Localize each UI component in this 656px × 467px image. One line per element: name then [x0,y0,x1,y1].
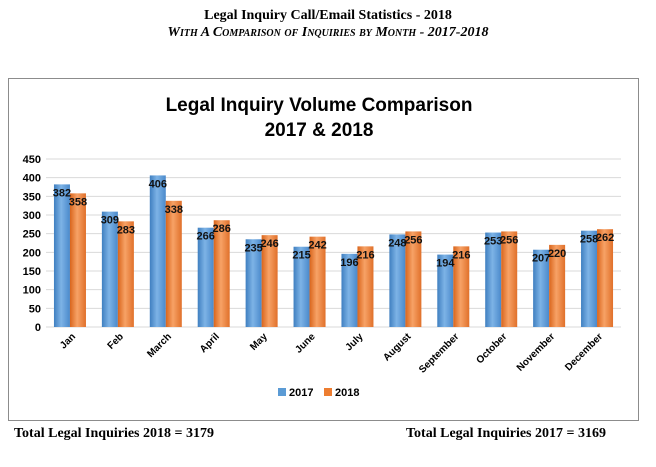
data-label-2017-april: 266 [197,231,215,243]
y-tick-label: 50 [29,303,41,315]
bar-2018-april [213,220,230,327]
y-tick-label: 350 [23,191,41,203]
y-tick-label: 200 [23,247,41,259]
bars [53,175,614,327]
bar-2018-march [165,200,182,327]
chart-title: Legal Inquiry Volume Comparison [166,95,473,116]
bar-2018-august [405,231,422,327]
data-label-2017-july: 196 [340,257,358,269]
bar-2017-may [245,239,262,327]
bar-2017-june [293,246,310,327]
x-tick-label: June [293,331,318,356]
data-label-2017-november: 207 [532,253,550,265]
data-label-2018-jan: 358 [69,196,87,208]
data-label-2017-october: 253 [484,236,502,248]
legend-swatch-2018 [324,388,332,396]
x-tick-label: Jan [58,331,78,351]
data-label-2017-march: 406 [149,178,167,190]
x-tick-label: May [248,331,270,353]
data-label-2017-september: 194 [436,258,455,270]
bar-2018-feb [117,221,134,327]
bar-2017-july [341,253,358,327]
data-label-2018-november: 220 [548,248,566,260]
bar-2018-december [597,229,614,327]
data-label-2018-october: 256 [500,234,518,246]
y-axis: 0 50 100 150 200 250 300 350 400 450 [23,154,41,334]
total-2017: Total Legal Inquiries 2017 = 3169 [406,426,606,441]
bar-2018-september [453,246,470,327]
x-tick-label: November [515,331,557,373]
x-tick-label: April [198,331,222,355]
y-tick-label: 100 [23,285,41,297]
x-tick-label: December [563,331,605,373]
bar-2018-jan [69,193,86,327]
data-label-2017-december: 258 [580,234,598,246]
bar-2018-may [261,235,278,327]
legend-swatch-2017 [278,388,286,396]
bar-2017-november [533,249,550,327]
y-tick-label: 250 [23,229,41,241]
data-label-2017-jan: 382 [53,187,71,199]
x-axis: Jan Feb March April May June July August Septemb… [58,331,605,376]
bar-2017-april [197,227,214,327]
gridlines [46,158,621,328]
x-tick-label: August [381,331,414,364]
bar-2018-november [549,244,566,327]
x-tick-label: September [417,331,461,375]
data-label-2018-feb: 283 [117,224,135,236]
data-label-2018-august: 256 [404,234,422,246]
chart-subtitle: 2017 & 2018 [265,120,374,141]
bar-2017-october [485,232,502,327]
bar-2017-feb [101,211,118,327]
bar-2018-june [309,236,326,327]
document-subtitle: With A Comparison of Inquiries by Month … [167,25,489,40]
data-label-2018-april: 286 [213,223,231,235]
bar-2017-september [437,254,454,327]
data-labels: 3823583092834063382662862352462152421962… [53,178,614,269]
data-label-2018-june: 242 [308,240,326,252]
data-label-2017-june: 215 [292,250,310,262]
legend-label-2017: 2017 [289,387,313,399]
bar-chart: Legal Inquiry Volume Comparison 2017 & 2… [23,95,621,399]
x-tick-label: October [474,331,509,366]
x-tick-label: July [344,331,366,353]
y-tick-label: 300 [23,210,41,222]
bar-2017-august [389,234,406,327]
data-label-2017-august: 248 [388,237,406,249]
bar-2017-march [149,175,166,327]
bar-2017-jan [53,184,70,327]
legend: 2017 2018 [278,387,359,399]
y-tick-label: 0 [35,322,41,334]
bar-2017-december [581,230,598,327]
bar-2018-october [501,231,518,327]
data-label-2018-september: 216 [452,249,470,261]
bar-2018-july [357,246,374,327]
data-label-2018-march: 338 [165,204,183,216]
y-tick-label: 150 [23,266,41,278]
data-label-2017-feb: 309 [101,215,119,227]
data-label-2018-july: 216 [356,249,374,261]
data-label-2018-may: 246 [260,238,278,250]
x-tick-label: Feb [106,331,126,351]
x-tick-label: March [145,331,174,360]
total-2018: Total Legal Inquiries 2018 = 3179 [14,426,214,441]
y-tick-label: 400 [23,173,41,185]
document-title: Legal Inquiry Call/Email Statistics - 20… [204,8,452,23]
y-tick-label: 450 [23,154,41,166]
legend-label-2018: 2018 [335,387,359,399]
data-label-2018-december: 262 [596,232,614,244]
data-label-2017-may: 235 [244,242,262,254]
chart-frame: Legal Inquiry Volume Comparison 2017 & 2… [8,78,639,421]
